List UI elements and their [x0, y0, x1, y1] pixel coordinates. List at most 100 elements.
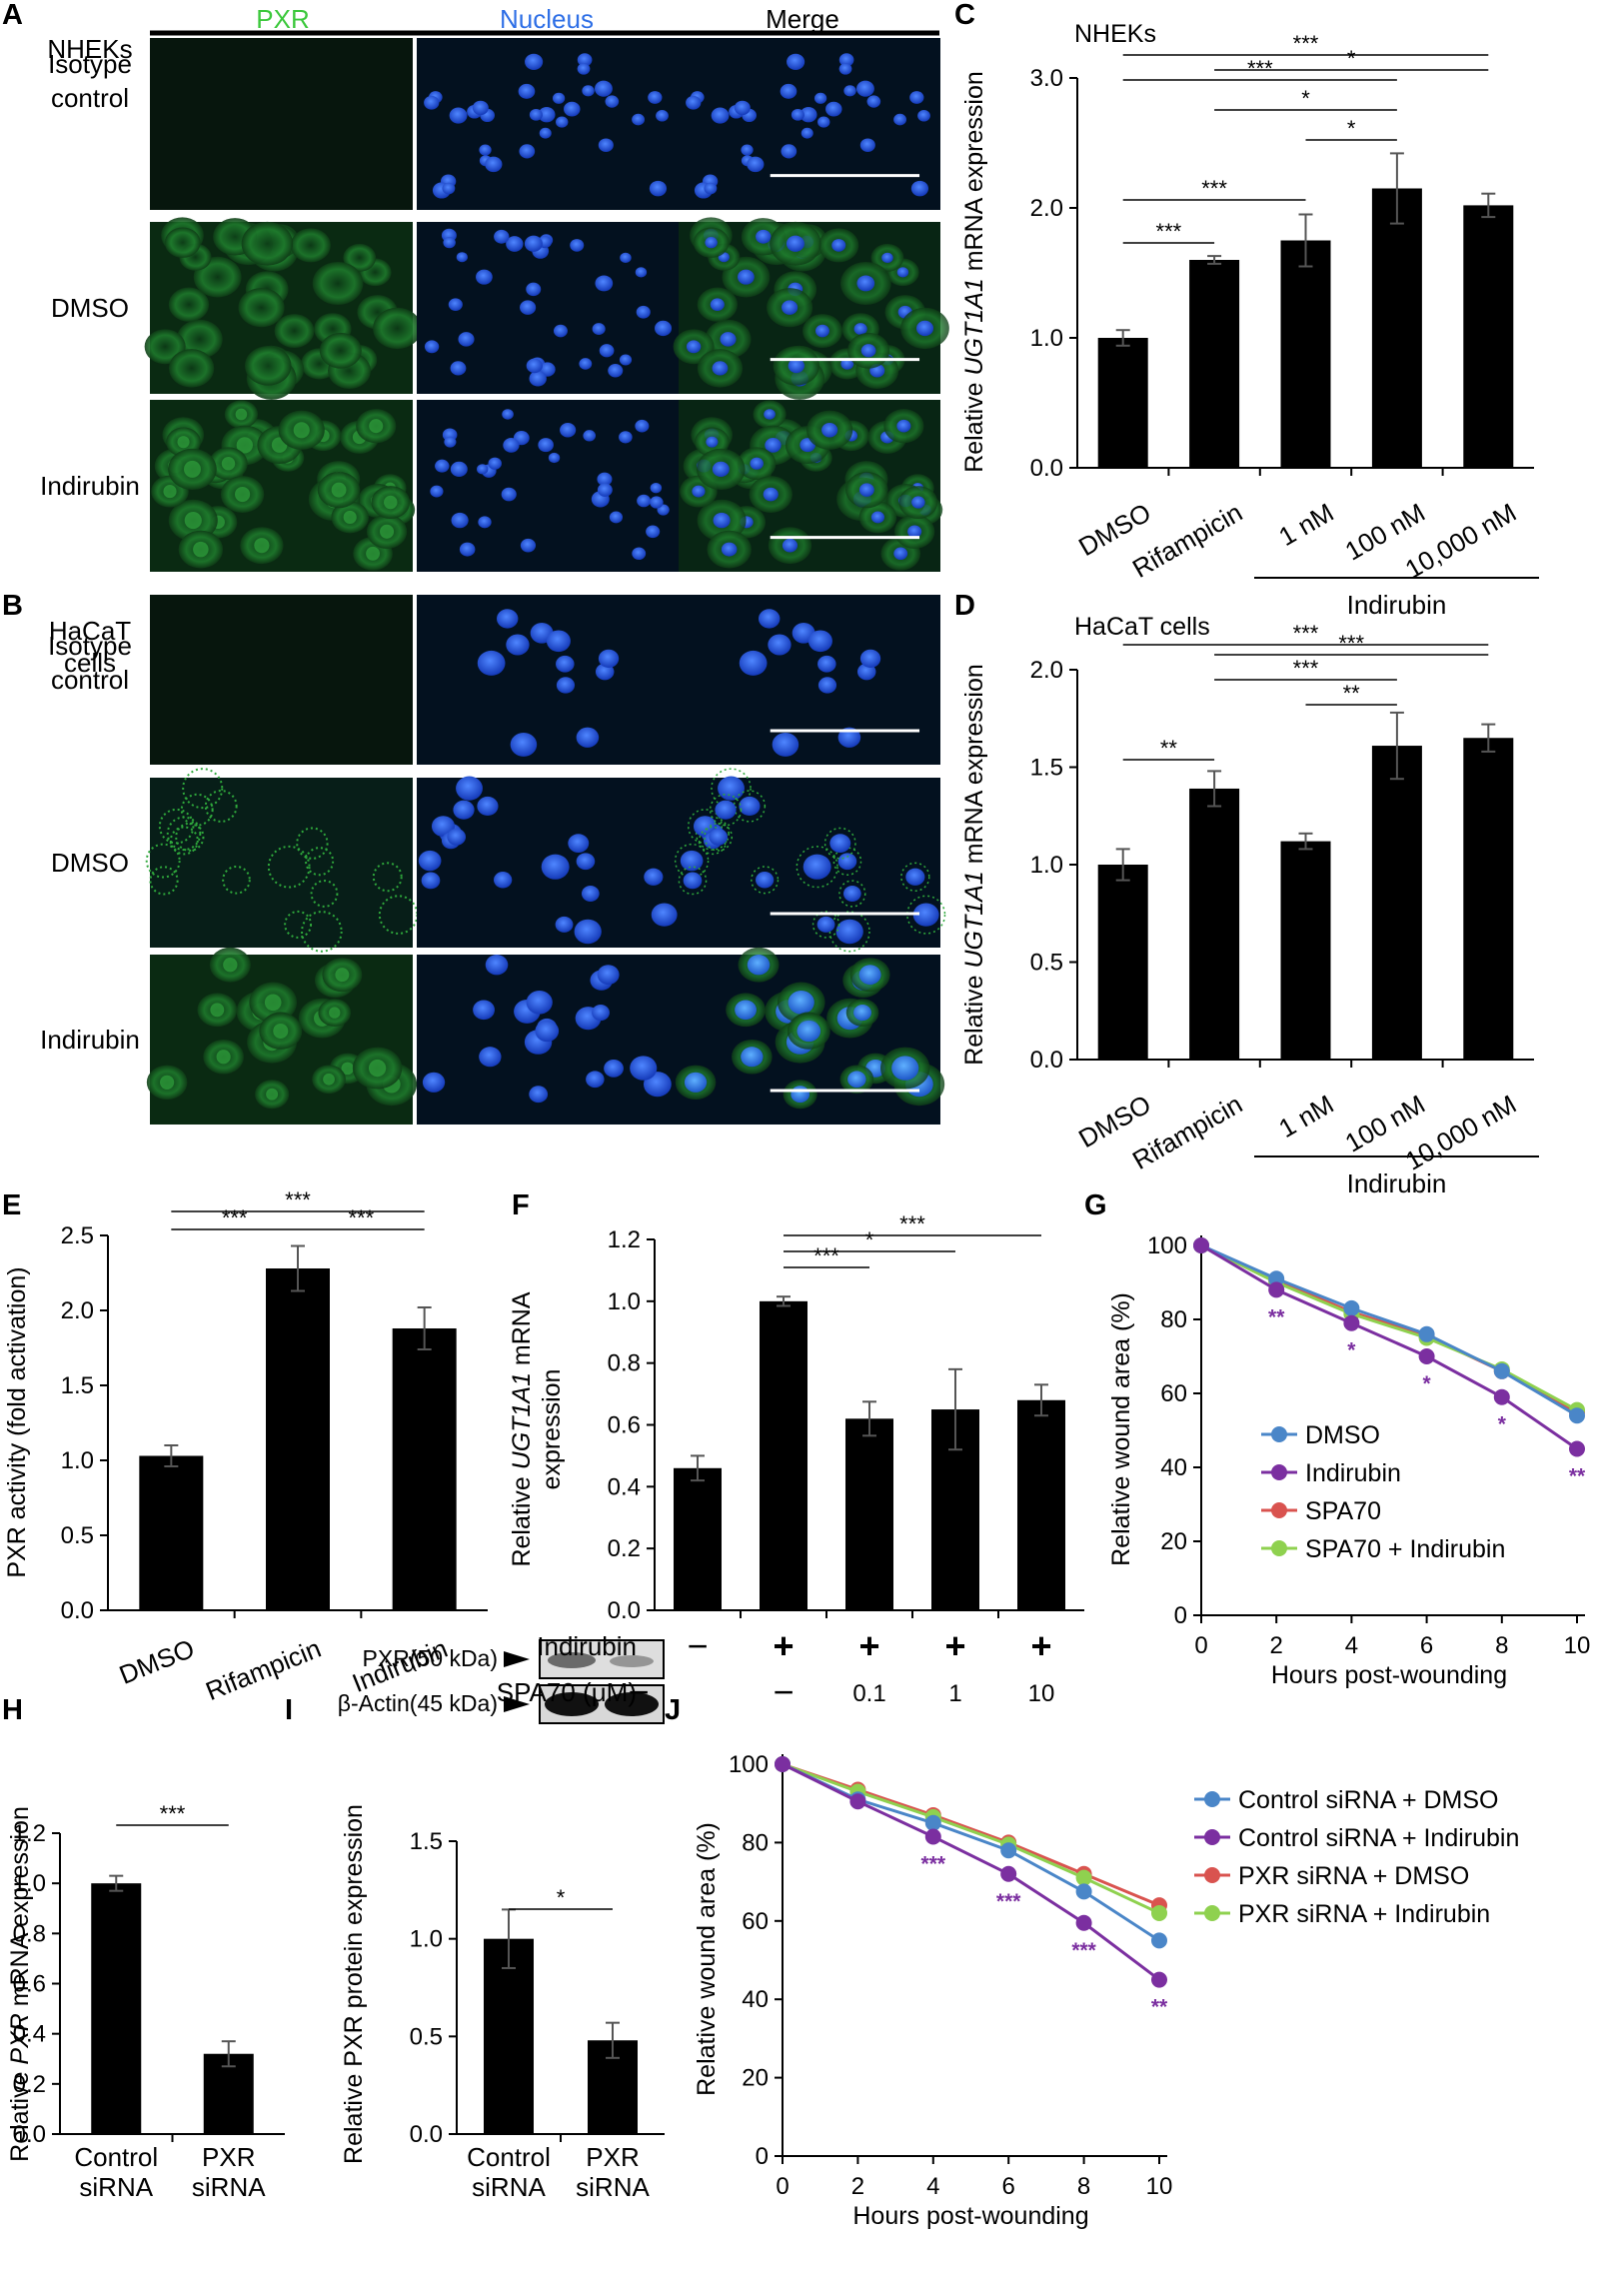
nucleus [524, 235, 543, 252]
row-label-2: DMSO [51, 293, 129, 323]
significance-label: *** [160, 1801, 186, 1826]
y-tick-label: 0.0 [1030, 1047, 1063, 1074]
nucleus [597, 965, 620, 986]
merge-nucleus [788, 991, 814, 1015]
pxr-cell [204, 790, 238, 823]
pxr-cell [175, 822, 205, 852]
merge-nucleus [907, 525, 922, 539]
y-tick-label: 0.0 [608, 1597, 641, 1624]
nucleus [503, 438, 520, 453]
x-tick-label: 2 [1270, 1632, 1283, 1659]
x-tick-label: 2 [851, 2173, 864, 2200]
merge-cell [704, 822, 734, 852]
legend-swatch-marker [1271, 1502, 1287, 1518]
nucleus [442, 182, 456, 195]
merge-nucleus [813, 92, 827, 104]
merge-nucleus [835, 919, 863, 945]
nucleus [574, 919, 602, 945]
merge-nucleus [692, 485, 706, 498]
merge-nucleus [720, 332, 737, 347]
merge-nucleus [780, 83, 798, 99]
series-point [775, 1756, 791, 1772]
merge-nucleus [693, 816, 718, 837]
treatment-value: + [1030, 1625, 1051, 1666]
merge-nucleus [747, 955, 771, 976]
pxr-nuclear-signal [183, 460, 201, 478]
group-label: Indirubin [1347, 1168, 1447, 1198]
y-axis-label-line2: expression [538, 1369, 566, 1490]
y-axis-label: PXR activity (fold activation) [3, 1266, 31, 1577]
significance-label: ** [1160, 736, 1178, 761]
nucleus [538, 107, 556, 123]
blot-arrow-pxr [504, 1651, 530, 1667]
merge-nucleus [891, 1056, 919, 1081]
pxr-nuclear-signal [235, 408, 248, 421]
significance-label: *** [1293, 31, 1319, 56]
y-tick-label: 0.2 [13, 2071, 46, 2098]
series-point [1493, 1388, 1510, 1405]
significance-label: *** [1247, 56, 1273, 81]
pxr-cell [296, 827, 329, 860]
col-header-nucleus: Nucleus [500, 4, 594, 34]
series-point [1000, 1842, 1017, 1859]
bar [674, 1467, 722, 1610]
bar [266, 1268, 330, 1610]
series-line [1200, 1243, 1578, 1450]
merge-nucleus [881, 252, 893, 264]
nucleus [644, 868, 664, 886]
nucleus [560, 423, 577, 438]
legend-swatch-marker [1204, 1867, 1220, 1883]
y-axis-label: Relative PXR protein expression [340, 1804, 368, 2164]
y-tick-label: 2.0 [1030, 657, 1063, 684]
y-axis-label: Relative wound area (%) [693, 1822, 721, 2096]
series-point [1075, 1869, 1092, 1886]
y-axis-label: Relative UGT1A1 mRNA expression [960, 664, 988, 1066]
x-axis-label: Hours post-wounding [1271, 1661, 1507, 1689]
legend-label: PXR siRNA + Indirubin [1238, 1900, 1490, 1928]
merge-nucleus [847, 1071, 866, 1089]
y-axis-label: Relative UGT1A1 mRNA expression [960, 71, 988, 473]
merge-nucleus [764, 409, 776, 420]
merge-nucleus [768, 634, 792, 656]
merge-nucleus [912, 903, 939, 927]
merge-nucleus [786, 235, 804, 252]
merge-nucleus [782, 538, 799, 553]
nucleus [526, 358, 543, 374]
x-tick-label: PXR siRNA [576, 2142, 650, 2202]
nucleus [649, 180, 668, 197]
pxr-isotype-background [150, 595, 413, 765]
pxr-cell [168, 287, 210, 322]
row-label-3: Indirubin [40, 471, 140, 501]
pxr-nuclear-signal [266, 1088, 279, 1101]
legend-label: PXR siRNA + DMSO [1238, 1862, 1469, 1890]
treatment-value: + [944, 1625, 965, 1666]
nucleus [506, 634, 530, 656]
pxr-nuclear-signal [343, 510, 357, 525]
panel-letter-j: J [665, 1694, 681, 1726]
nucleus [650, 483, 663, 494]
merge-nucleus [893, 113, 907, 126]
merge-cell [751, 866, 780, 895]
merge-nucleus [772, 732, 800, 757]
nucleus [577, 63, 591, 75]
series-point [1075, 1914, 1092, 1931]
pxr-cell [310, 880, 339, 908]
merge-nucleus [909, 91, 924, 104]
y-tick-label: 100 [1147, 1232, 1187, 1259]
x-tick-label: PXR siRNA [192, 2142, 266, 2202]
significance-star: *** [921, 1853, 946, 1876]
nucleus [598, 138, 614, 153]
nucleus [520, 538, 537, 553]
treatment-value: 10 [1028, 1680, 1055, 1707]
nucleus [478, 516, 492, 529]
pxr-nuclear-signal [335, 968, 350, 983]
y-tick-label: 1.5 [61, 1372, 94, 1399]
y-tick-label: 0.0 [410, 2121, 443, 2148]
legend-swatch-marker [1271, 1426, 1287, 1442]
pxr-nuclear-signal [368, 1059, 387, 1078]
significance-label: *** [1338, 631, 1364, 656]
chart-j: 0 20 40 60 80 100 0 2 4 6 8 10 Hours post-wounding Re… [693, 1751, 1519, 2230]
nucleus [450, 361, 467, 376]
nucleus [479, 144, 492, 156]
pxr-cell [267, 845, 311, 889]
